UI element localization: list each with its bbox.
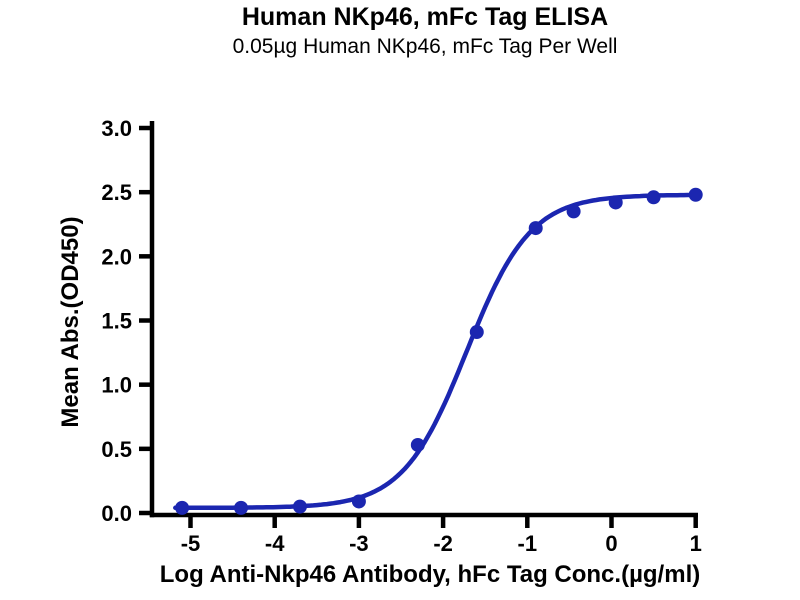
y-tick-label: 0.0 bbox=[101, 501, 132, 526]
y-tick-label: 0.5 bbox=[101, 437, 132, 462]
x-tick-label: 0 bbox=[605, 531, 617, 556]
data-point bbox=[292, 499, 307, 514]
fit-curve bbox=[173, 192, 697, 511]
data-point bbox=[469, 325, 484, 340]
x-axis-label: Log Anti-Nkp46 Antibody, hFc Tag Conc.(µ… bbox=[159, 561, 701, 588]
data-point bbox=[410, 437, 425, 452]
data-point bbox=[528, 221, 543, 236]
data-point bbox=[234, 500, 249, 515]
y-tick-label: 3.0 bbox=[101, 116, 132, 141]
x-tick-label: -2 bbox=[433, 531, 453, 556]
y-tick-label: 1.5 bbox=[101, 309, 132, 334]
y-tick-label: 1.0 bbox=[101, 373, 132, 398]
data-point bbox=[646, 190, 661, 205]
data-point bbox=[688, 187, 703, 202]
x-tick-label: -5 bbox=[181, 531, 201, 556]
chart-title: Human NKp46, mFc Tag ELISA bbox=[241, 3, 609, 31]
chart-subtitle: 0.05µg Human NKp46, mFc Tag Per Well bbox=[232, 35, 618, 58]
y-tick-label: 2.5 bbox=[101, 180, 132, 205]
data-point bbox=[351, 494, 366, 509]
data-point bbox=[175, 500, 190, 515]
x-tick-label: -4 bbox=[265, 531, 285, 556]
x-tick-label: 1 bbox=[690, 531, 702, 556]
x-tick-label: -1 bbox=[518, 531, 538, 556]
data-point bbox=[608, 195, 623, 210]
y-tick-label: 2.0 bbox=[101, 244, 132, 269]
x-tick-label: -3 bbox=[349, 531, 369, 556]
data-point bbox=[566, 204, 581, 219]
